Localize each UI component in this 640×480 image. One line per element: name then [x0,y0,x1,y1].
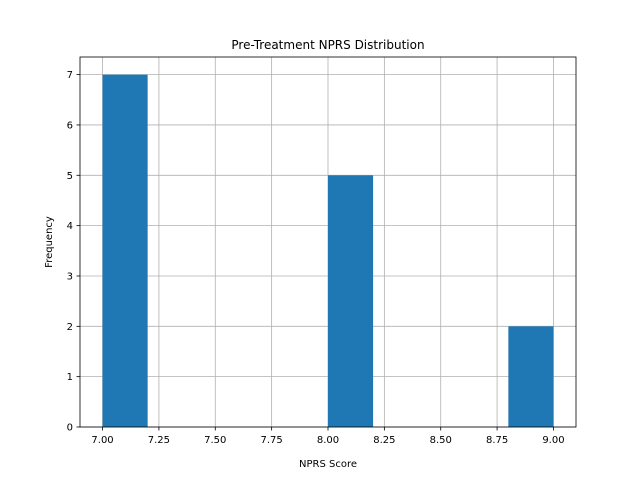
histogram-bar [508,326,554,427]
y-tick-label: 6 [67,120,73,131]
x-tick-label: 7.00 [91,435,113,446]
x-tick-label: 8.25 [373,435,395,446]
y-tick-label: 2 [67,322,73,333]
x-tick-label: 8.75 [486,435,508,446]
plot-area-frame [79,56,577,428]
y-tick-label: 7 [67,70,73,81]
y-tick-label: 1 [67,372,73,383]
bars [102,74,554,427]
x-tick-label: 8.50 [430,435,452,446]
y-tick-label: 3 [67,271,73,282]
x-tick-label: 7.50 [204,435,226,446]
y-axis-ticks: 0 1 2 3 4 5 6 7 [67,70,80,434]
histogram-bar [102,74,148,427]
x-axis-label: NPRS Score [299,459,357,470]
chart-title: Pre-Treatment NPRS Distribution [231,38,424,52]
y-tick-label: 0 [67,423,73,434]
x-tick-label: 9.00 [542,435,564,446]
x-tick-label: 7.75 [261,435,283,446]
x-tick-label: 7.25 [148,435,170,446]
y-axis-label: Frequency [44,216,55,268]
histogram-bar [328,175,374,427]
y-tick-label: 4 [67,221,73,232]
x-tick-label: 8.00 [317,435,339,446]
x-axis-ticks: 7.00 7.25 7.50 7.75 8.00 8.25 8.50 8.75 9.00 [91,427,565,446]
y-tick-label: 5 [67,171,73,182]
